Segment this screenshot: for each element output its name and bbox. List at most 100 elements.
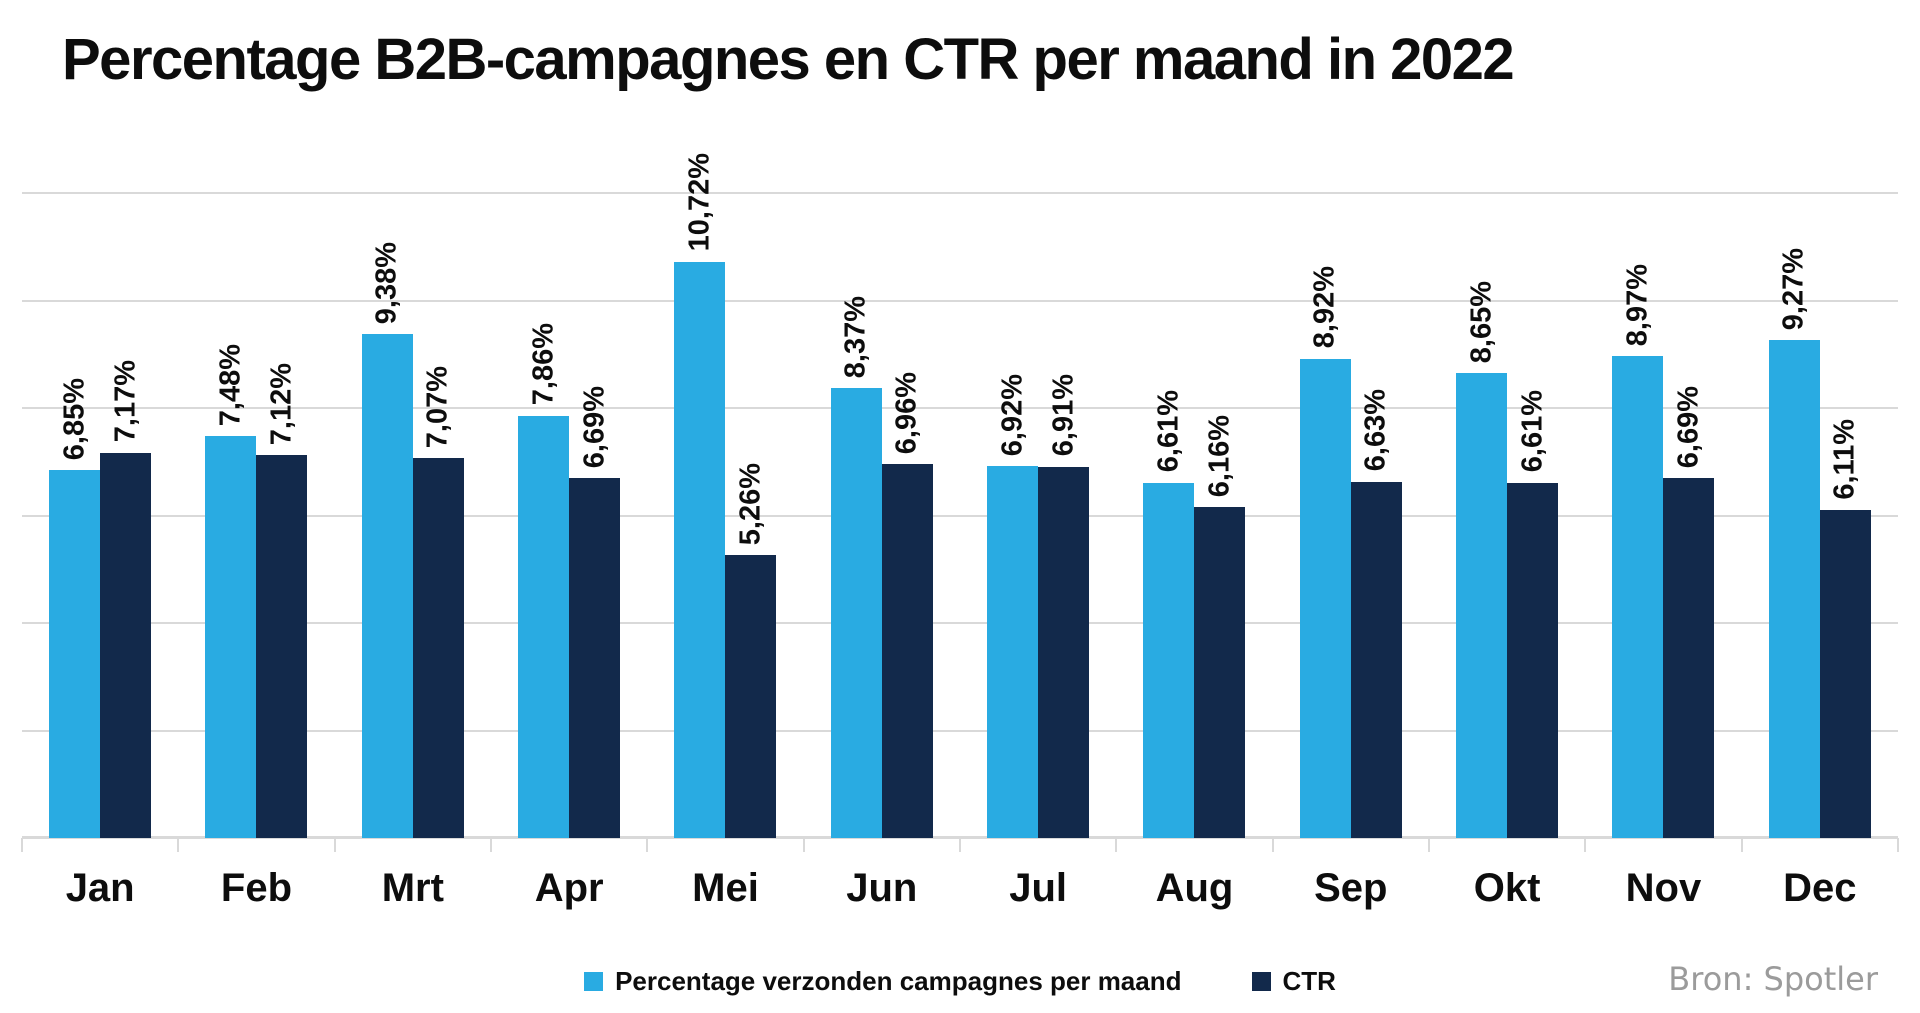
ctr-bar-nov: 6,69%	[1663, 386, 1715, 838]
x-axis-label-jul: Jul	[1009, 866, 1068, 910]
ctr-bar-jan: 7,17%	[100, 360, 152, 838]
value-label: 6,11%	[1828, 418, 1861, 500]
bar-group-nov: 8,97% 6,69%	[1585, 193, 1741, 838]
x-axis-label-sep: Sep	[1314, 866, 1388, 910]
value-label: 6,16%	[1203, 414, 1236, 497]
value-label: 6,92%	[996, 373, 1029, 457]
gridline	[22, 729, 1898, 732]
bar-group-mrt: 9,38% 7,07%	[335, 193, 491, 838]
value-label: 9,27%	[1777, 247, 1810, 330]
gridline	[22, 299, 1898, 302]
gridline	[22, 514, 1898, 517]
campaign-bar-jan: 6,85%	[49, 378, 101, 838]
bar-group-jun: 8,37% 6,96%	[804, 193, 960, 838]
x-axis-tick	[802, 838, 805, 852]
value-label: 7,07%	[421, 365, 454, 448]
gridline	[22, 407, 1898, 410]
x-axis-label-apr: Apr	[534, 866, 604, 910]
legend-item-campagnes: Percentage verzonden campagnes per maand	[584, 966, 1182, 997]
value-label: 6,69%	[578, 386, 611, 469]
chart-title: Percentage B2B-campagnes en CTR per maan…	[62, 27, 1515, 92]
x-axis-label-mei: Mei	[692, 866, 759, 910]
x-axis-tick	[1740, 838, 1743, 852]
value-label: 6,96%	[890, 371, 923, 454]
campaign-bar-jul: 6,92%	[987, 374, 1039, 838]
x-axis-label-jun: Jun	[846, 866, 918, 910]
campaign-bar-mrt: 9,38%	[361, 242, 413, 838]
campaign-bar-feb: 7,48%	[205, 344, 257, 838]
ctr-bar-mei: 5,26%	[725, 463, 777, 838]
bar-group-apr: 7,86% 6,69%	[491, 193, 647, 838]
campaign-bar-jun: 8,37%	[830, 296, 882, 838]
bar-group-sep: 8,92% 6,63%	[1273, 193, 1429, 838]
bar-group-jul: 6,92% 6,91%	[960, 193, 1116, 838]
campaign-bar-dec: 9,27%	[1768, 248, 1820, 838]
value-label: 8,65%	[1465, 280, 1498, 364]
x-axis-label-feb: Feb	[220, 866, 293, 910]
bar-groups: 6,85% 7,17% 7,48% 7,12% 9,38% 7,07% 7,86% 6,69%…	[22, 153, 1898, 838]
x-axis-tick	[1428, 838, 1430, 852]
ctr-bar-mrt: 7,07%	[412, 366, 464, 838]
value-label: 7,86%	[527, 323, 560, 406]
ctr-bar-aug: 6,16%	[1194, 415, 1246, 838]
bar-group-jan: 6,85% 7,17%	[22, 193, 178, 838]
value-label: 7,17%	[109, 360, 142, 443]
value-label: 9,38%	[370, 241, 403, 324]
value-label: 7,48%	[214, 343, 247, 426]
bar-group-aug: 6,61% 6,16%	[1116, 193, 1272, 838]
campaign-bar-nov: 8,97%	[1612, 264, 1664, 838]
legend-label-ctr: CTR	[1282, 966, 1336, 996]
bar-group-okt: 8,65% 6,61%	[1429, 193, 1585, 838]
value-label: 8,92%	[1308, 266, 1341, 349]
campaign-bar-apr: 7,86%	[518, 323, 570, 838]
x-axis-label-nov: Nov	[1625, 866, 1702, 910]
x-axis-label-mrt: Mrt	[381, 866, 444, 910]
source-note: Bron: Spotler	[1668, 960, 1878, 998]
x-axis-tick	[333, 838, 336, 852]
value-label: 5,26%	[734, 463, 767, 546]
value-label: 6,61%	[1152, 390, 1185, 473]
ctr-bar-dec: 6,11%	[1819, 419, 1871, 838]
value-label: 8,37%	[839, 295, 872, 379]
gridline	[22, 622, 1898, 625]
value-label: 8,97%	[1621, 263, 1654, 346]
ctr-bar-apr: 6,69%	[569, 386, 621, 838]
value-label: 6,69%	[1672, 386, 1705, 469]
x-axis-labels: Jan Feb Mrt Apr Mei Jun Jul Aug Sep Okt Nov Dec	[22, 866, 1898, 911]
x-axis-label-dec: Dec	[1783, 866, 1857, 910]
ctr-bar-sep: 6,63%	[1350, 389, 1402, 838]
campaign-bar-mei: 10,72%	[674, 153, 726, 838]
value-label: 6,85%	[58, 377, 91, 460]
x-axis-label-okt: Okt	[1473, 866, 1541, 910]
ctr-bar-okt: 6,61%	[1507, 390, 1559, 838]
x-axis-tick	[1584, 838, 1587, 852]
bar-group-dec: 9,27% 6,11%	[1742, 193, 1898, 838]
value-label: 6,63%	[1359, 389, 1392, 472]
value-label: 7,12%	[265, 363, 298, 446]
x-axis-tick	[177, 838, 180, 852]
bar-group-feb: 7,48% 7,12%	[178, 193, 334, 838]
ctr-swatch-icon	[1251, 972, 1271, 991]
legend-item-ctr: CTR	[1251, 966, 1336, 997]
x-axis-label-aug: Aug	[1155, 866, 1234, 910]
legend: Percentage verzonden campagnes per maand…	[0, 966, 1920, 997]
x-axis-tick	[1115, 838, 1118, 852]
campaign-bar-aug: 6,61%	[1143, 390, 1195, 838]
ctr-bar-jul: 6,91%	[1038, 374, 1090, 838]
value-label: 6,61%	[1516, 390, 1549, 473]
plot-area: 6,85% 7,17% 7,48% 7,12% 9,38% 7,07% 7,86% 6,69%…	[21, 153, 1899, 852]
value-label: 10,72%	[683, 153, 716, 252]
x-axis-tick	[490, 838, 492, 852]
x-axis-tick	[1897, 838, 1899, 852]
legend-label-campagnes: Percentage verzonden campagnes per maand	[615, 966, 1182, 996]
bar-group-mei: 10,72% 5,26%	[647, 153, 803, 838]
value-label: 6,91%	[1047, 374, 1080, 457]
x-axis-tick	[959, 838, 961, 852]
campagnes-swatch-icon	[584, 972, 604, 991]
x-axis-label-jan: Jan	[65, 866, 135, 910]
x-axis-tick	[646, 838, 649, 852]
x-axis-tick	[21, 838, 23, 852]
gridline	[22, 192, 1898, 194]
x-axis-line	[22, 836, 1898, 839]
ctr-bar-jun: 6,96%	[881, 372, 933, 838]
